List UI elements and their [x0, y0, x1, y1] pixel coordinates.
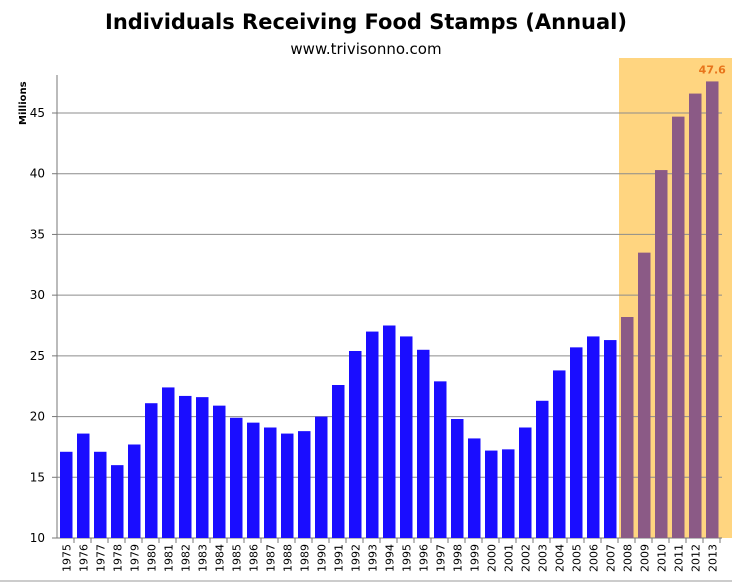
bar-2010	[655, 170, 668, 539]
x-tick-label: 2010	[655, 544, 668, 572]
x-tick-label: 2002	[519, 544, 532, 572]
x-tick-label: 1982	[179, 544, 192, 572]
x-tick-label: 1992	[349, 544, 362, 572]
x-tick-label: 2005	[570, 544, 583, 572]
bar-1978	[111, 465, 124, 538]
bar-1981	[162, 387, 175, 538]
bar-2004	[553, 370, 566, 538]
x-tick-label: 2006	[587, 544, 600, 572]
bar-1998	[451, 419, 464, 538]
x-tick-label: 1994	[383, 544, 396, 572]
chart-subtitle: www.trivisonno.com	[290, 40, 442, 58]
bar-2001	[502, 449, 515, 538]
y-tick-label: 15	[30, 470, 45, 484]
y-tick-label: 10	[30, 531, 45, 545]
bar-1993	[366, 331, 379, 538]
x-tick-label: 1995	[400, 544, 413, 572]
bar-2012	[689, 93, 702, 539]
x-tick-label: 1975	[60, 544, 73, 572]
x-tick-label: 2001	[502, 544, 515, 572]
x-tick-label: 2013	[706, 544, 719, 572]
x-tick-label: 1999	[468, 544, 481, 572]
x-tick-label: 1987	[264, 544, 277, 572]
bar-1986	[247, 422, 260, 538]
y-tick-label: 25	[30, 349, 45, 363]
x-tick-label: 1993	[366, 544, 379, 572]
x-tick-label: 2003	[536, 544, 549, 572]
chart-title: Individuals Receiving Food Stamps (Annua…	[105, 10, 627, 34]
bar-2011	[672, 116, 685, 539]
x-tick-label: 1976	[77, 544, 90, 572]
bar-1991	[332, 385, 345, 538]
bar-1979	[128, 444, 141, 538]
y-tick-label: 45	[30, 106, 45, 120]
x-tick-label: 2009	[638, 544, 651, 572]
x-tick-label: 2011	[672, 544, 685, 572]
data-label-2013: 47.6	[699, 63, 726, 76]
bar-1989	[298, 431, 311, 538]
bar-1999	[468, 438, 481, 538]
bar-1990	[315, 416, 328, 538]
bar-1984	[213, 405, 226, 538]
bar-1980	[145, 403, 158, 538]
bar-1985	[230, 417, 243, 538]
x-tick-label: 2012	[689, 544, 702, 572]
x-tick-label: 2004	[553, 544, 566, 572]
x-tick-label: 1981	[162, 544, 175, 572]
y-tick-label: 40	[30, 167, 45, 181]
x-tick-label: 1985	[230, 544, 243, 572]
bar-2000	[485, 450, 498, 538]
x-tick-label: 1980	[145, 544, 158, 572]
bar-1996	[417, 349, 430, 538]
bar-2002	[519, 427, 532, 538]
x-tick-label: 2000	[485, 544, 498, 572]
x-tick-label: 1996	[417, 544, 430, 572]
bar-2009	[638, 252, 651, 538]
bar-2008	[621, 317, 634, 538]
bar-2013	[706, 81, 719, 538]
x-tick-label: 1990	[315, 544, 328, 572]
bar-2006	[587, 336, 600, 538]
bar-1997	[434, 381, 447, 538]
bar-2007	[604, 340, 617, 538]
y-tick-label: 35	[30, 227, 45, 241]
bar-1992	[349, 351, 362, 538]
x-tick-label: 1991	[332, 544, 345, 572]
x-tick-label: 1983	[196, 544, 209, 572]
y-tick-label: 20	[30, 410, 45, 424]
bar-1982	[179, 395, 192, 538]
bar-2005	[570, 347, 583, 538]
y-axis-label: Millions	[18, 81, 29, 125]
bar-1987	[264, 427, 277, 538]
bar-1994	[383, 325, 396, 538]
bar-1976	[77, 433, 90, 538]
x-tick-label: 1979	[128, 544, 141, 572]
x-tick-label: 1997	[434, 544, 447, 572]
x-tick-label: 1989	[298, 544, 311, 572]
x-tick-label: 1978	[111, 544, 124, 572]
x-tick-label: 1986	[247, 544, 260, 572]
x-tick-label: 1984	[213, 544, 226, 572]
y-tick-label: 30	[30, 288, 45, 302]
x-tick-label: 1988	[281, 544, 294, 572]
bar-1995	[400, 336, 413, 538]
x-tick-label: 1998	[451, 544, 464, 572]
x-tick-label: 2007	[604, 544, 617, 572]
bar-1988	[281, 433, 294, 538]
bar-1977	[94, 451, 107, 538]
bar-1975	[60, 451, 73, 538]
x-tick-label: 1977	[94, 544, 107, 572]
bar-2003	[536, 400, 549, 538]
bar-1983	[196, 397, 209, 538]
x-tick-label: 2008	[621, 544, 634, 572]
